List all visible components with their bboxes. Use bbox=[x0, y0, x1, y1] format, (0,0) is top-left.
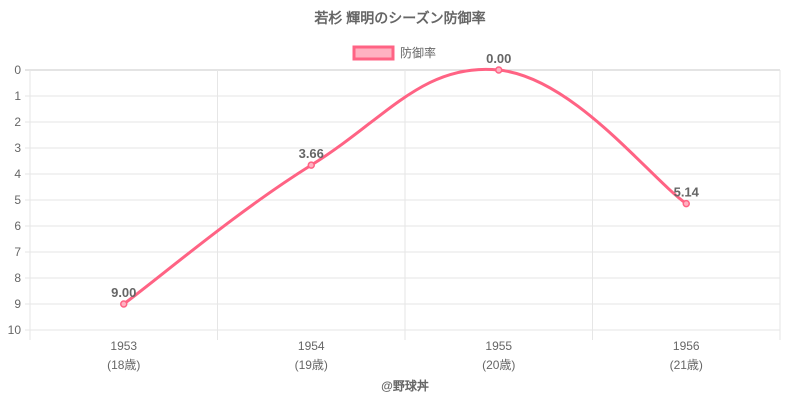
y-tick-label: 5 bbox=[14, 193, 21, 207]
data-point bbox=[307, 161, 315, 169]
x-tick-label: 1956 bbox=[673, 339, 700, 353]
legend[interactable]: 防御率 bbox=[352, 45, 436, 61]
x-tick-sublabel: (18歳) bbox=[107, 358, 140, 372]
x-tick-label: 1953 bbox=[110, 339, 137, 353]
y-tick-label: 10 bbox=[8, 323, 22, 337]
y-tick-label: 1 bbox=[14, 89, 21, 103]
data-point bbox=[682, 199, 690, 208]
y-tick-label: 0 bbox=[14, 63, 21, 77]
y-tick-label: 7 bbox=[14, 245, 21, 259]
legend-swatch bbox=[352, 45, 395, 61]
data-point bbox=[120, 300, 128, 308]
chart-title: 若杉 輝明のシーズン防御率 bbox=[313, 10, 485, 26]
data-label: 9.00 bbox=[111, 285, 136, 300]
x-tick-sublabel: (19歳) bbox=[295, 358, 328, 372]
x-axis-label: @野球丼 bbox=[381, 378, 429, 393]
x-tick-sublabel: (20歳) bbox=[482, 358, 515, 372]
y-tick-label: 2 bbox=[14, 115, 21, 129]
data-point bbox=[495, 66, 503, 74]
data-label: 0.00 bbox=[486, 51, 511, 66]
x-tick-label: 1955 bbox=[485, 339, 512, 353]
legend-label: 防御率 bbox=[400, 45, 436, 60]
y-tick-label: 3 bbox=[14, 141, 21, 155]
y-tick-label: 8 bbox=[14, 271, 21, 285]
x-tick-sublabel: (21歳) bbox=[670, 358, 703, 372]
data-label: 5.14 bbox=[674, 185, 700, 200]
data-label: 3.66 bbox=[299, 146, 324, 161]
x-tick-label: 1954 bbox=[298, 339, 325, 353]
y-tick-label: 6 bbox=[14, 219, 21, 233]
y-tick-label: 9 bbox=[14, 297, 21, 311]
y-tick-label: 4 bbox=[14, 167, 21, 181]
series-line bbox=[122, 67, 688, 306]
